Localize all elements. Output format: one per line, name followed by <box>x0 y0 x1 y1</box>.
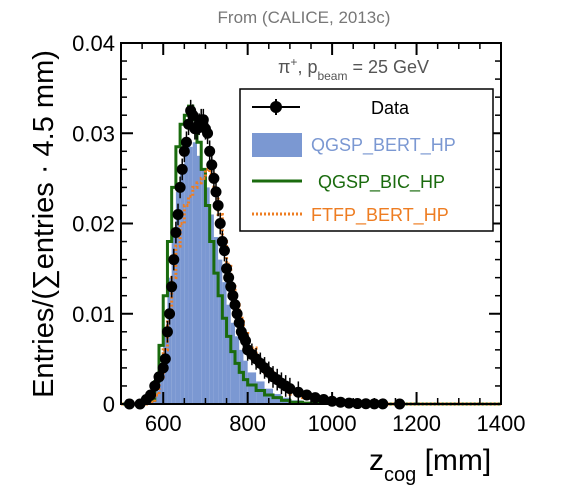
qgsp-bert-hp-bar <box>201 169 206 404</box>
x-axis-title: zcog [mm] <box>369 444 491 486</box>
data-point <box>161 326 173 338</box>
x-axis-title-unit: [mm] <box>416 444 491 477</box>
x-axis-title-main: z <box>369 444 384 477</box>
y-tick-label: 0.04 <box>72 31 115 56</box>
data-point <box>218 245 230 257</box>
qgsp-bert-hp-bar <box>209 214 214 404</box>
qgsp-bert-hp-bar <box>218 259 223 404</box>
legend-label-ftfp-bert-hp: FTFP_BERT_HP <box>311 205 449 226</box>
qgsp-bert-hp-bar <box>205 187 210 404</box>
axis-ticks: 600 800 1000 1200 1400 0 0.01 0.02 0.03 0.04 <box>72 31 525 436</box>
y-tick-label: 0 <box>103 392 115 417</box>
data-point <box>204 145 216 157</box>
data-point <box>180 136 192 148</box>
data-point <box>145 389 157 401</box>
data-point <box>174 181 186 193</box>
x-tick-label: 1000 <box>308 411 357 436</box>
qgsp-bert-hp-bar <box>197 155 202 404</box>
y-axis-title: Entries/(∑entries · 4.5 mm) <box>28 50 60 398</box>
data-point <box>208 172 220 184</box>
qgsp-bert-hp-bar <box>256 381 265 404</box>
qgsp-bert-hp-bar <box>180 164 185 404</box>
qgsp-bert-hp-bar <box>243 360 248 404</box>
legend-qgsp-bert-hp-swatch <box>252 133 302 157</box>
y-tick-label: 0.01 <box>72 302 115 327</box>
legend-label-data: Data <box>371 98 410 118</box>
annotation-value: = 25 GeV <box>347 57 429 77</box>
data-point <box>149 380 161 392</box>
data-point <box>153 371 165 383</box>
qgsp-bic-hp-histogram <box>121 104 501 406</box>
data-point <box>214 218 226 229</box>
qgsp-bert-hp-bar <box>226 304 231 404</box>
qgsp-bert-hp-bar <box>159 363 164 404</box>
data-point <box>170 227 182 239</box>
annotation-charge: + <box>290 55 297 69</box>
data-point <box>309 392 321 404</box>
qgsp-bert-hp-bar <box>188 146 193 404</box>
data-point <box>176 163 188 175</box>
legend-data-marker <box>270 101 282 113</box>
chart-header: From (CALICE, 2013c) <box>218 8 391 27</box>
data-point <box>318 393 330 405</box>
legend: Data QGSP_BERT_HP QGSP_BIC_HP FTFP_BERT_… <box>239 88 494 232</box>
data-point <box>168 254 180 266</box>
qgsp-bert-hp-bar <box>230 322 235 404</box>
qgsp-bert-hp-bar <box>235 336 240 404</box>
qgsp-bic-hp-line <box>121 104 501 406</box>
qgsp-bert-hp-bar <box>222 282 227 404</box>
legend-box <box>239 88 494 232</box>
x-axis-title-sub: cog <box>384 464 416 486</box>
data-point <box>164 308 176 320</box>
qgsp-bert-hp-bar <box>175 191 181 404</box>
beam-annotation: π+, pbeam = 25 GeV <box>278 55 429 83</box>
legend-label-qgsp-bic-hp: QGSP_BIC_HP <box>318 172 445 193</box>
qgsp-bert-hp-bar <box>167 277 172 404</box>
data-points <box>123 99 406 410</box>
qgsp-bert-hp-bar <box>213 237 219 404</box>
x-tick-label: 1200 <box>392 411 441 436</box>
y-tick-label: 0.02 <box>72 212 115 237</box>
y-tick-label: 0.03 <box>72 121 115 146</box>
qgsp-bert-hp-bar <box>247 372 257 404</box>
qgsp-bert-hp-bar <box>171 232 176 404</box>
data-point <box>202 127 214 139</box>
data-point <box>159 353 171 365</box>
annotation-p: , p <box>297 57 317 77</box>
x-tick-label: 600 <box>145 411 182 436</box>
x-tick-label: 1400 <box>477 411 526 436</box>
qgsp-bert-hp-bar <box>239 349 244 404</box>
data-point <box>172 208 184 220</box>
qgsp-bert-hp-bar <box>192 142 197 404</box>
data-point <box>212 199 224 211</box>
qgsp-bert-hp-bar <box>184 151 189 404</box>
data-point <box>292 386 304 398</box>
x-tick-label: 800 <box>229 411 266 436</box>
data-point <box>210 186 222 198</box>
annotation-p-sub: beam <box>317 69 347 83</box>
legend-label-qgsp-bert-hp: QGSP_BERT_HP <box>311 135 456 156</box>
qgsp-bert-hp-bar <box>154 390 159 404</box>
data-point <box>284 383 296 395</box>
data-point <box>206 159 218 171</box>
data-point <box>301 389 313 401</box>
annotation-particle: π <box>278 57 290 77</box>
data-point <box>166 281 178 293</box>
